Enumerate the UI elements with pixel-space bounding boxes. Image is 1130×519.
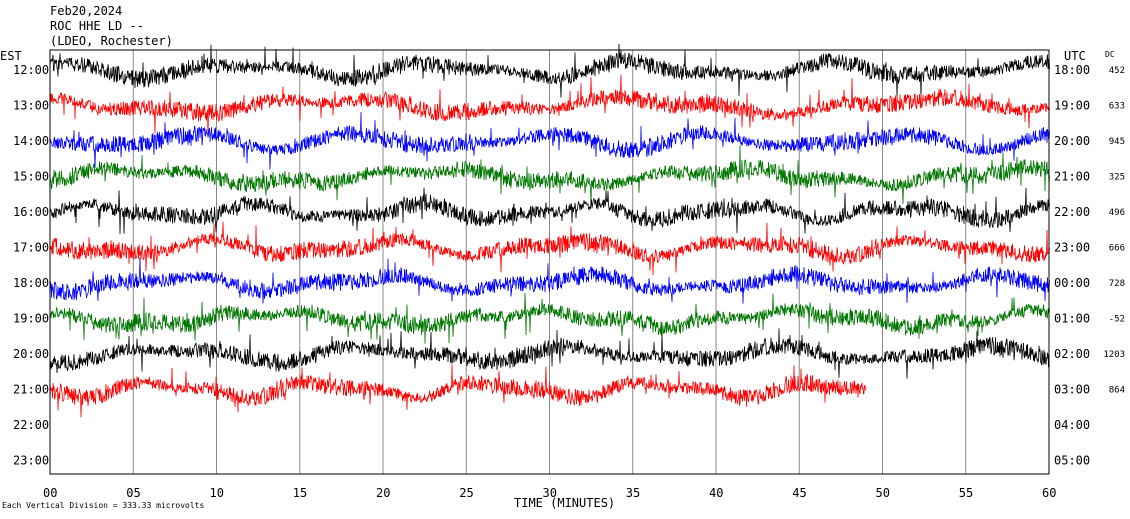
- seismic-trace: [49, 43, 1050, 98]
- x-tick-label: 15: [293, 486, 307, 500]
- header-date: Feb20,2024: [50, 4, 123, 18]
- seismic-trace: [49, 221, 1050, 276]
- seismic-trace: [49, 187, 1050, 235]
- est-hour-label: 12:00: [13, 63, 49, 77]
- dc-offset-label: 325: [1109, 173, 1125, 183]
- dc-offset-label: 452: [1109, 66, 1125, 76]
- utc-hour-label: 19:00: [1054, 99, 1090, 113]
- est-hour-label: 21:00: [13, 383, 49, 397]
- est-hour-label: 22:00: [13, 418, 49, 432]
- left-timezone-label: EST: [0, 49, 22, 63]
- dc-offset-label: 945: [1109, 137, 1125, 147]
- est-hour-label: 23:00: [13, 454, 49, 468]
- x-tick-label: 25: [459, 486, 473, 500]
- x-tick-label: 60: [1042, 486, 1056, 500]
- x-tick-label: 10: [210, 486, 224, 500]
- x-tick-label: 50: [876, 486, 890, 500]
- utc-hour-label: 22:00: [1054, 205, 1090, 219]
- est-hour-label: 13:00: [13, 99, 49, 113]
- header-network: (LDEO, Rochester): [50, 34, 173, 48]
- x-tick-label: 00: [43, 486, 57, 500]
- seismic-trace: [49, 328, 1050, 379]
- utc-hour-label: 00:00: [1054, 276, 1090, 290]
- x-tick-label: 40: [709, 486, 723, 500]
- utc-hour-label: 20:00: [1054, 134, 1090, 148]
- seismic-trace: [49, 292, 1050, 344]
- x-tick-label: 45: [792, 486, 806, 500]
- seismic-trace: [49, 257, 1050, 304]
- est-hour-label: 14:00: [13, 134, 49, 148]
- dc-offset-label: 496: [1109, 208, 1125, 218]
- header-station: ROC HHE LD --: [50, 19, 144, 33]
- utc-hour-label: 21:00: [1054, 170, 1090, 184]
- x-tick-label: 55: [959, 486, 973, 500]
- seismic-traces: [49, 43, 1050, 418]
- dc-offset-label: 728: [1109, 279, 1125, 289]
- utc-hour-label: 04:00: [1054, 418, 1090, 432]
- x-axis-label: TIME (MINUTES): [514, 496, 615, 510]
- x-tick-label: 35: [626, 486, 640, 500]
- division-note: Each Vertical Division = 333.33 microvol…: [2, 501, 204, 510]
- est-hour-label: 20:00: [13, 347, 49, 361]
- utc-hour-label: 23:00: [1054, 241, 1090, 255]
- seismic-trace: [49, 111, 1050, 170]
- utc-hour-label: 01:00: [1054, 312, 1090, 326]
- est-hour-label: 15:00: [13, 170, 49, 184]
- utc-hour-label: 05:00: [1054, 454, 1090, 468]
- dc-offset-label: 864: [1109, 386, 1125, 396]
- est-hour-label: 16:00: [13, 205, 49, 219]
- x-tick-label: 20: [376, 486, 390, 500]
- seismic-trace: [49, 364, 866, 418]
- dc-offset-label: 1203: [1103, 350, 1125, 360]
- dc-offset-label: 633: [1109, 102, 1125, 112]
- grid-lines: [132, 50, 967, 474]
- x-tick-label: 30: [543, 486, 557, 500]
- dc-offset-label: -52: [1109, 315, 1125, 325]
- seismic-trace: [49, 74, 1050, 138]
- dc-offset-label: 666: [1109, 244, 1125, 254]
- utc-hour-label: 03:00: [1054, 383, 1090, 397]
- est-hour-label: 18:00: [13, 276, 49, 290]
- x-tick-label: 05: [126, 486, 140, 500]
- dc-column-title: DC: [1105, 50, 1115, 59]
- plot-frame: [49, 49, 1050, 475]
- utc-hour-label: 18:00: [1054, 63, 1090, 77]
- utc-hour-label: 02:00: [1054, 347, 1090, 361]
- right-timezone-label: UTC: [1064, 49, 1086, 63]
- axis-labels: 00 05 10 15 20 25 30 35 40 45 50 55 60 12:00 18:00 452 1…: [13, 63, 1125, 500]
- seismic-trace: [49, 145, 1050, 206]
- est-hour-label: 17:00: [13, 241, 49, 255]
- est-hour-label: 19:00: [13, 312, 49, 326]
